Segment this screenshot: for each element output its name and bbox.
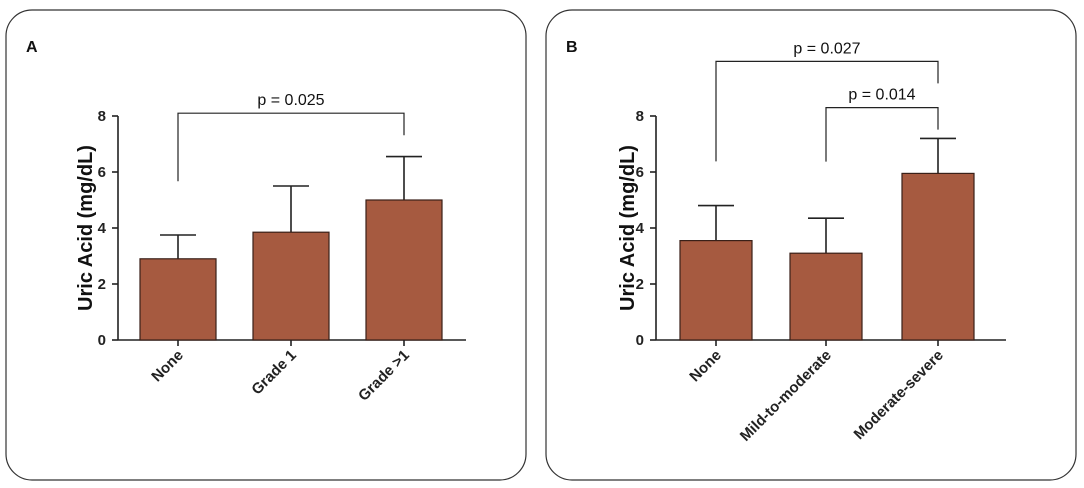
y-tick-label: 6 <box>98 164 106 181</box>
bar <box>789 252 863 341</box>
y-axis-label: Uric Acid (mg/dL) <box>75 145 97 311</box>
panel-letter: A <box>26 39 38 56</box>
bar <box>901 172 975 341</box>
y-tick-label: 8 <box>636 108 644 125</box>
bar <box>252 231 330 341</box>
p-value-label: p = 0.014 <box>848 87 915 104</box>
panel-frame <box>545 9 1077 481</box>
y-tick-label: 4 <box>636 220 645 237</box>
y-tick-label: 8 <box>98 108 106 125</box>
p-value-label: p = 0.027 <box>793 40 860 57</box>
significance-bracket <box>825 107 939 162</box>
y-tick-label: 2 <box>636 276 644 293</box>
bar <box>139 258 217 341</box>
y-tick-label: 0 <box>98 332 106 349</box>
significance-bracket <box>177 112 405 182</box>
y-tick-label: 2 <box>98 276 106 293</box>
y-tick-label: 4 <box>98 220 107 237</box>
significance-bracket <box>715 60 939 162</box>
y-tick-label: 6 <box>636 164 644 181</box>
y-axis-label: Uric Acid (mg/dL) <box>617 145 639 311</box>
y-tick-label: 0 <box>636 332 644 349</box>
bar <box>365 199 443 341</box>
p-value-label: p = 0.025 <box>257 92 324 109</box>
panel-letter: B <box>566 39 578 56</box>
bar <box>679 240 753 341</box>
